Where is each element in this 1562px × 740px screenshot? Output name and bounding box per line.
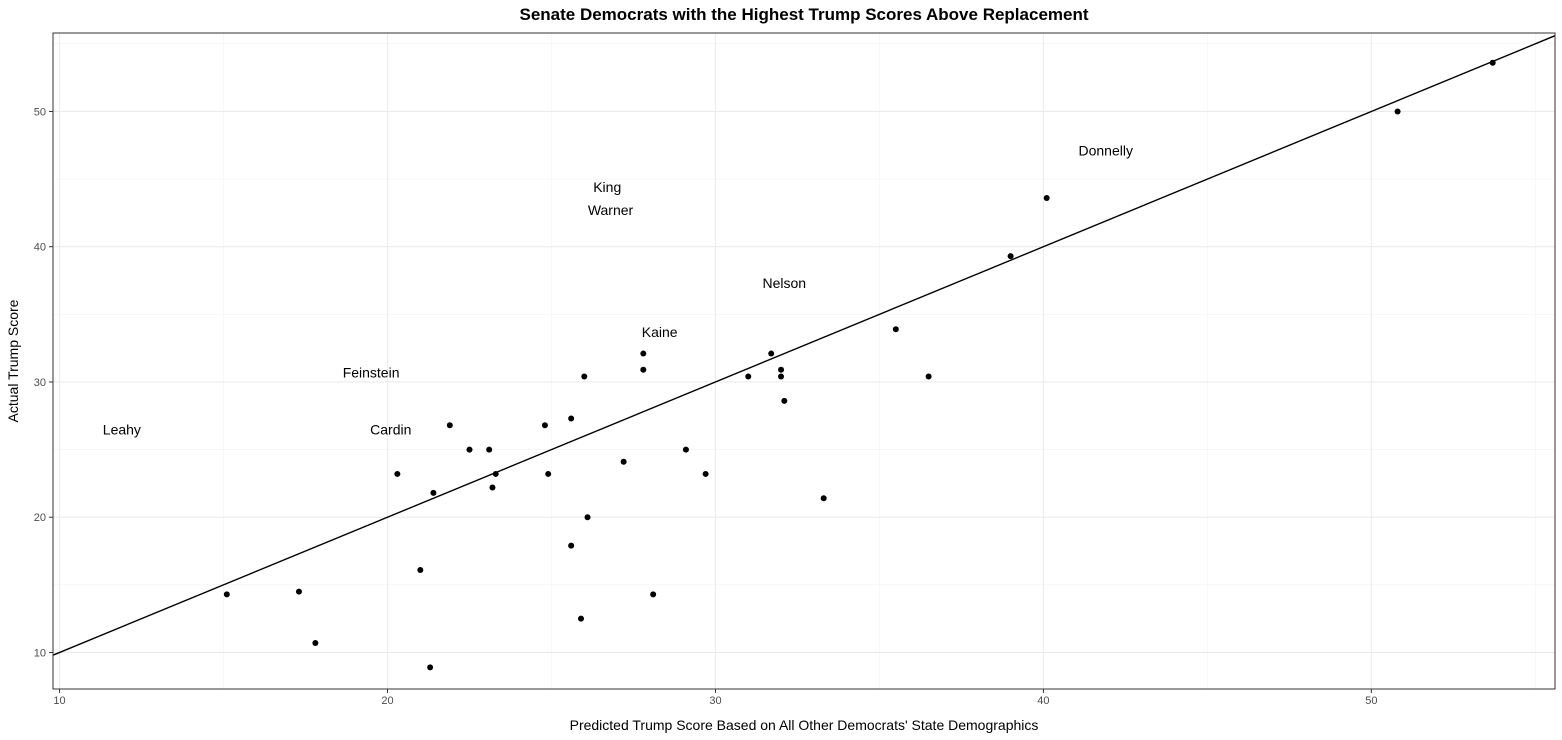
- data-point: [1394, 108, 1401, 115]
- data-point: [489, 484, 496, 491]
- data-point: [778, 373, 785, 380]
- data-point: [640, 366, 647, 373]
- data-point: [427, 664, 434, 671]
- y-axis-title: Actual Trump Score: [5, 299, 21, 422]
- reference-line: [52, 35, 1556, 656]
- data-point: [1043, 195, 1050, 202]
- data-point: [295, 588, 302, 595]
- data-point: [584, 514, 591, 521]
- data-point: [768, 350, 775, 357]
- data-point: [568, 415, 575, 422]
- point-annotation: King: [593, 179, 621, 195]
- data-point: [466, 446, 473, 453]
- x-tick-label: 20: [381, 695, 393, 707]
- x-tick-label: 40: [1037, 695, 1049, 707]
- reference-line-group: [52, 35, 1556, 656]
- data-point: [1007, 253, 1014, 260]
- data-point: [394, 470, 401, 477]
- point-annotation: Nelson: [763, 275, 807, 291]
- y-tick-label: 20: [34, 512, 46, 524]
- data-point: [581, 373, 588, 380]
- data-point: [417, 566, 424, 573]
- data-point: [892, 326, 899, 333]
- data-point: [650, 591, 657, 598]
- data-point: [486, 446, 493, 453]
- data-point: [925, 373, 932, 380]
- point-annotation: Donnelly: [1078, 143, 1132, 159]
- data-point: [577, 615, 584, 622]
- data-point: [312, 640, 319, 647]
- point-annotation: Kaine: [642, 324, 678, 340]
- chart-title: Senate Democrats with the Highest Trump …: [519, 5, 1088, 24]
- grid: [53, 33, 1555, 689]
- annotations-group: Leahy Cardin Feinstein Kaine Nelson Warner Kin…: [103, 143, 1133, 438]
- point-annotation: Leahy: [103, 421, 141, 437]
- x-tick-label: 50: [1365, 695, 1377, 707]
- data-point: [1489, 59, 1496, 66]
- data-point: [745, 373, 752, 380]
- data-point: [568, 542, 575, 549]
- panel-background: [53, 33, 1555, 689]
- y-tick-label: 10: [34, 647, 46, 659]
- y-tick-label: 40: [34, 242, 46, 254]
- y-tick-label: 30: [34, 377, 46, 389]
- panel-border: [52, 32, 1556, 690]
- data-point: [820, 495, 827, 502]
- data-point: [620, 458, 627, 465]
- data-point: [430, 489, 437, 496]
- axis-ticks: 10 20 30 40 50 10 20 30 40 50: [34, 106, 1378, 707]
- x-tick-label: 30: [709, 695, 721, 707]
- data-point: [682, 446, 689, 453]
- data-point: [778, 366, 785, 373]
- data-point: [223, 591, 230, 598]
- points-group: [223, 59, 1496, 671]
- data-point: [492, 470, 499, 477]
- data-point: [702, 470, 709, 477]
- point-annotation: Feinstein: [343, 364, 400, 380]
- data-point: [446, 422, 453, 429]
- data-point: [545, 470, 552, 477]
- x-tick-label: 10: [53, 695, 65, 707]
- data-point: [781, 397, 788, 404]
- point-annotation: Warner: [588, 202, 634, 218]
- data-point: [640, 350, 647, 357]
- y-tick-label: 50: [34, 106, 46, 118]
- point-annotation: Cardin: [370, 421, 411, 437]
- data-point: [541, 422, 548, 429]
- x-axis-title: Predicted Trump Score Based on All Other…: [570, 717, 1039, 733]
